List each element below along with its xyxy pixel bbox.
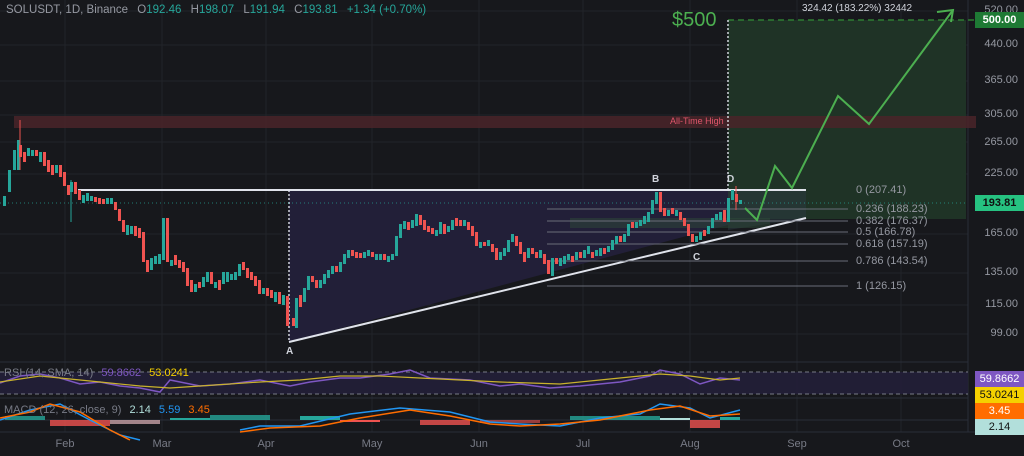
fib-label-0: 0 (207.41) — [856, 184, 907, 196]
current-price-tag: 193.81 — [975, 195, 1024, 211]
time-tick: Sep — [787, 438, 807, 450]
price-tick: 365.00 — [984, 74, 1018, 86]
fib-label-0786: 0.786 (143.54) — [856, 255, 928, 267]
point-b-label: B — [652, 174, 660, 185]
fib-label-1: 1 (126.15) — [856, 280, 907, 292]
arrow-head-icon — [936, 8, 955, 23]
price-tick: 165.00 — [984, 227, 1018, 239]
time-tick: May — [361, 438, 383, 450]
open-value: O192.46 — [137, 4, 182, 16]
macd-line-value: 5.59 — [158, 404, 181, 416]
change-value: +1.34 (+0.70%) — [346, 4, 427, 16]
close-value: C193.81 — [294, 4, 338, 16]
macd-signal-value: 3.45 — [188, 404, 210, 416]
price-tick: 305.00 — [984, 108, 1018, 120]
symbol-label: SOLUSDT, 1D, Binance — [6, 4, 129, 16]
point-c-label: C — [693, 252, 701, 263]
time-tick: Jul — [575, 438, 591, 450]
rsi-value-tag: 59.8662 — [975, 371, 1024, 387]
candles — [3, 120, 742, 328]
signal-line — [239, 405, 741, 433]
symbol-legend[interactable]: SOLUSDT, 1D, Binance O192.46 H198.07 L19… — [6, 4, 432, 16]
time-tick: Jun — [470, 438, 488, 450]
ath-label: All-Time High — [670, 116, 724, 126]
price-tick: 225.00 — [984, 167, 1018, 179]
point-d-label: D — [727, 174, 735, 185]
rsi-sma-tag: 53.0241 — [975, 387, 1024, 403]
fib-label-0382: 0.382 (176.37) — [856, 215, 928, 227]
macd-hist-value: 2.14 — [129, 404, 151, 416]
price-tick: 115.00 — [985, 298, 1018, 310]
rsi-title: RSI (14, SMA, 14) — [4, 367, 94, 379]
time-tick: Apr — [257, 438, 275, 450]
measure-label: 324.42 (183.22%) 32442 — [802, 3, 913, 14]
rsi-value: 59.8662 — [101, 367, 142, 379]
macd-hist-tag: 2.14 — [975, 419, 1024, 435]
point-a-label: A — [286, 346, 294, 357]
rsi-sma-line — [0, 373, 741, 389]
low-value: L191.94 — [243, 4, 285, 16]
rsi-sma-value: 53.0241 — [149, 367, 189, 379]
target-label: $500 — [672, 9, 717, 31]
rsi-legend[interactable]: RSI (14, SMA, 14) 59.8662 53.0241 — [4, 367, 194, 379]
time-tick: Mar — [152, 438, 172, 450]
projection-path — [744, 9, 954, 222]
price-tick: 265.00 — [984, 136, 1018, 148]
fib-label-0236: 0.236 (188.23) — [856, 203, 928, 215]
fib-label-0618: 0.618 (157.19) — [856, 238, 928, 250]
macd-histogram — [5, 415, 740, 428]
time-tick: Oct — [892, 438, 910, 450]
triangle-zone — [289, 190, 728, 342]
high-value: H198.07 — [190, 4, 235, 16]
target-price-tag: 500.00 — [975, 12, 1024, 28]
macd-signal-tag: 3.45 — [975, 403, 1024, 419]
price-tick: 99.00 — [990, 327, 1018, 339]
macd-title: MACD (12, 26, close, 9) — [4, 404, 122, 416]
price-tick: 135.00 — [984, 266, 1018, 278]
price-tick: 440.00 — [984, 38, 1018, 50]
fib-label-05: 0.5 (166.78) — [856, 226, 916, 238]
time-tick: Feb — [55, 438, 75, 450]
time-tick: Aug — [680, 438, 700, 450]
ath-zone — [14, 116, 976, 128]
macd-legend[interactable]: MACD (12, 26, close, 9) 2.14 5.59 3.45 — [4, 404, 215, 416]
